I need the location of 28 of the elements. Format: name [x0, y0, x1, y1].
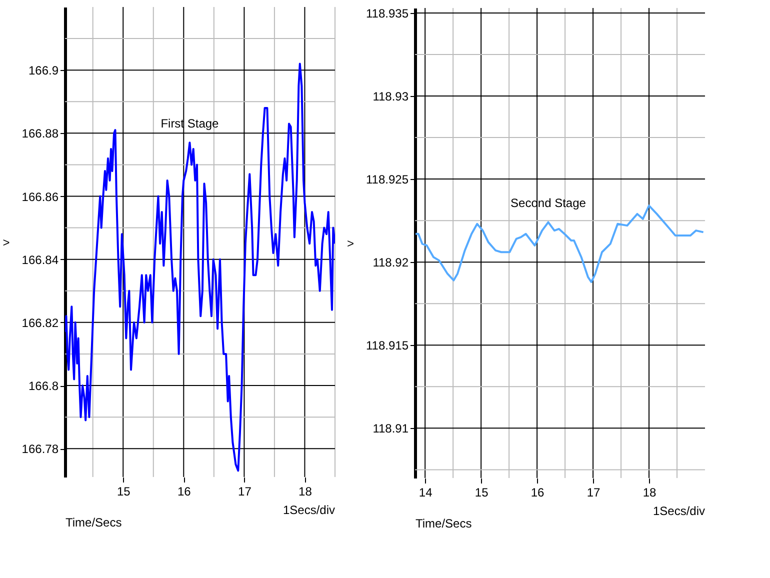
y-tick-label: 166.8 — [28, 379, 59, 394]
y-tick-label: 166.86 — [22, 190, 59, 204]
y-tick-label: 118.91 — [372, 422, 409, 436]
x-tick-label: 16 — [177, 484, 192, 498]
x-tick-label: 17 — [586, 486, 601, 500]
x-tick-label: 18 — [642, 486, 657, 500]
y-tick-label: 166.88 — [22, 126, 59, 141]
x-tick-label: 17 — [238, 484, 252, 498]
x-tick-label: 16 — [530, 486, 545, 500]
x-axis-title: Time/Secs — [416, 516, 472, 530]
y-tick-label: 118.915 — [366, 338, 409, 353]
y-tick-label: 118.93 — [372, 90, 409, 104]
y-tick-label: 166.84 — [22, 252, 59, 267]
y-tick-label: 118.92 — [372, 256, 409, 270]
y-axis-title: > — [347, 236, 354, 250]
y-tick-label: 118.925 — [366, 172, 409, 187]
y-tick-label: 166.78 — [22, 442, 59, 456]
y-tick-label: 118.935 — [366, 6, 409, 20]
x-tick-label: 14 — [418, 486, 433, 500]
x-axis-title: Time/Secs — [66, 516, 122, 530]
x-tick-label: 15 — [116, 484, 131, 498]
x-tick-label: 18 — [298, 484, 312, 498]
text: 1Secs/div — [652, 504, 705, 518]
y-axis-title: > — [2, 236, 10, 250]
x-tick-label: 15 — [474, 486, 489, 500]
y-tick-label: 166.82 — [22, 316, 59, 330]
y-tick-label: 166.9 — [28, 64, 59, 78]
text: 1Secs/div — [282, 503, 335, 517]
